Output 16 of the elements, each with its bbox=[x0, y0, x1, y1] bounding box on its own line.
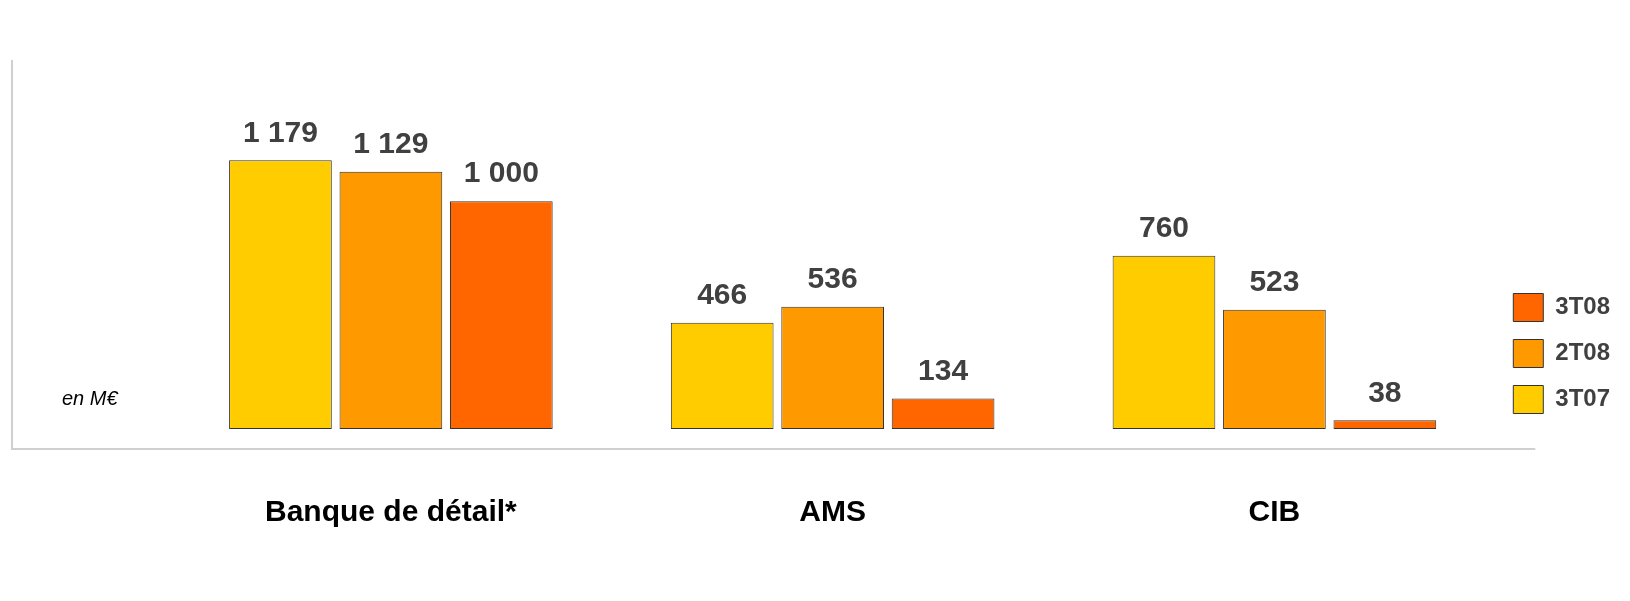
x-tick-label: Banque de détail* bbox=[265, 494, 518, 528]
data-label: 1 129 bbox=[353, 126, 429, 160]
x-tick-label: CIB bbox=[1248, 494, 1301, 528]
legend-label: 2T08 bbox=[1555, 338, 1610, 366]
data-label: 1 000 bbox=[463, 155, 539, 189]
data-label: 523 bbox=[1249, 264, 1300, 298]
data-label: 536 bbox=[807, 261, 858, 295]
text: en M€ bbox=[62, 386, 119, 409]
legend-label: 3T07 bbox=[1555, 384, 1610, 412]
x-tick-label: AMS bbox=[799, 494, 866, 528]
data-label: 134 bbox=[918, 352, 969, 386]
data-label: 38 bbox=[1368, 374, 1402, 408]
data-label: 760 bbox=[1138, 210, 1189, 244]
legend-label: 3T08 bbox=[1555, 292, 1610, 320]
data-label: 1 179 bbox=[242, 114, 318, 148]
data-label: 466 bbox=[697, 277, 748, 311]
